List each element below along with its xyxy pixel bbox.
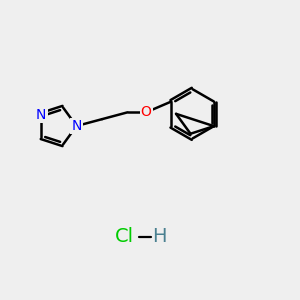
Text: H: H [152,227,167,247]
Text: O: O [141,105,152,119]
Text: N: N [71,119,82,133]
Text: N: N [36,107,46,122]
Text: Cl: Cl [115,227,134,247]
